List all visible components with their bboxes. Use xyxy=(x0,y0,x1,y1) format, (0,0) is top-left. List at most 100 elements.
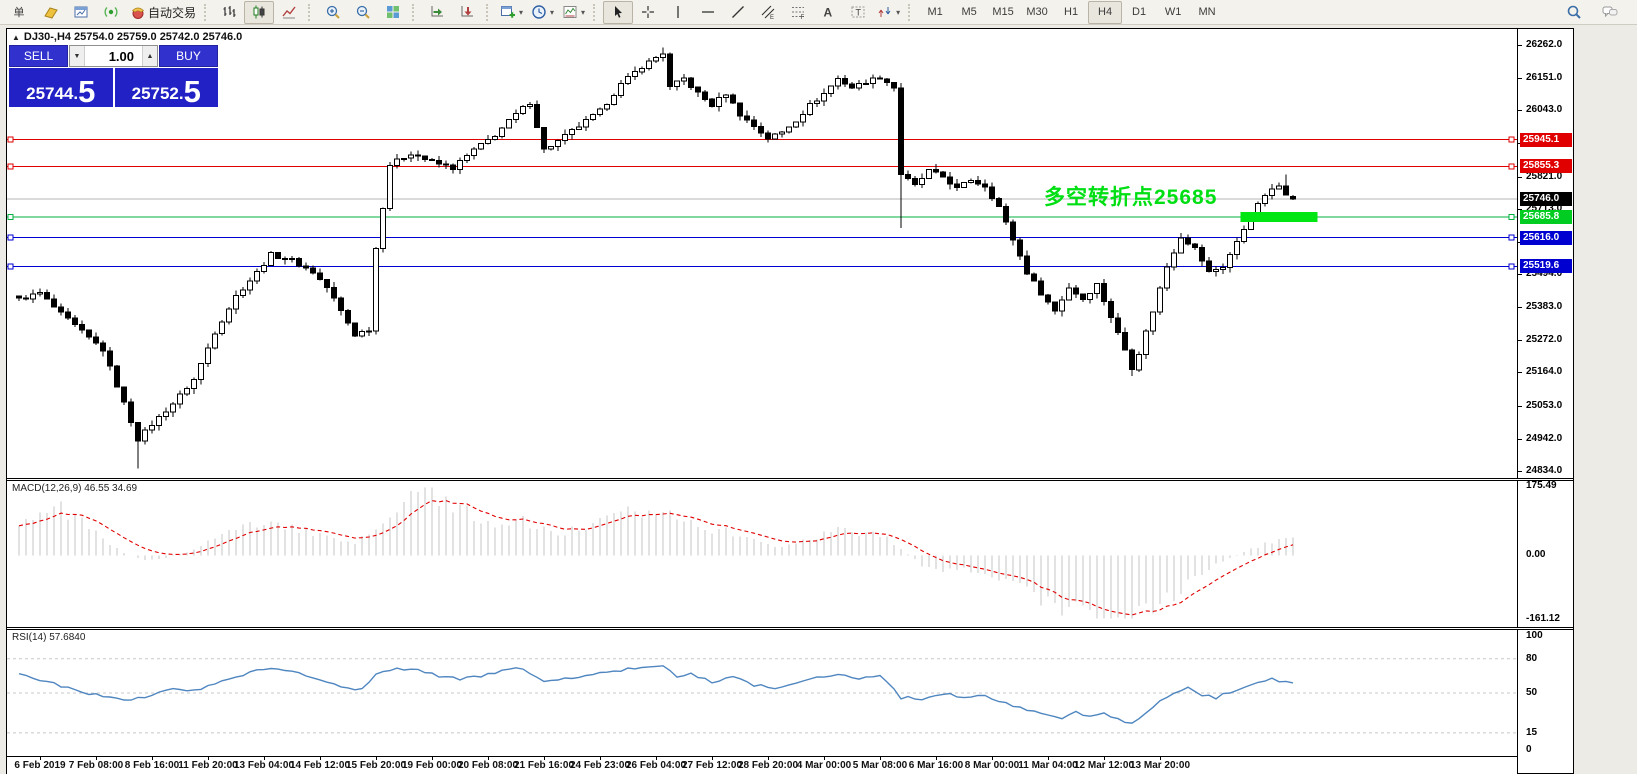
sell-button[interactable]: SELL xyxy=(9,45,68,67)
chart-shift-button[interactable] xyxy=(452,1,482,24)
timeframe-h1[interactable]: H1 xyxy=(1054,1,1088,24)
line-chart-button[interactable] xyxy=(274,1,304,24)
zoom-in-button[interactable] xyxy=(318,1,348,24)
search-button[interactable] xyxy=(1559,1,1589,24)
time-label: 8 Feb 16:00 xyxy=(124,760,180,771)
price-axis[interactable]: 26262.026151.026043.025932.025821.025713… xyxy=(1517,29,1573,773)
price-badge-support[interactable]: 25616.0 xyxy=(1520,230,1572,245)
mql5-book-button[interactable] xyxy=(36,1,66,24)
candlestick-button[interactable] xyxy=(244,0,275,24)
dropdown-arrow-icon[interactable]: ▾ xyxy=(519,7,524,17)
bar-chart-button[interactable] xyxy=(214,1,244,24)
time-tick xyxy=(320,757,321,760)
price-badge-current-price[interactable]: 25746.0 xyxy=(1520,191,1572,206)
fibonacci-button[interactable]: F xyxy=(783,1,813,24)
candles[interactable] xyxy=(16,47,1296,469)
horizontal-line-button[interactable] xyxy=(693,1,723,24)
periods-dropdown[interactable]: ▾ xyxy=(527,1,558,24)
price-tick-label: 25272.0 xyxy=(1526,334,1563,346)
vline-icon xyxy=(670,4,686,20)
pivot-zone-rect[interactable] xyxy=(1240,212,1318,222)
line-handle[interactable] xyxy=(1508,234,1515,241)
timeframe-m1[interactable]: M1 xyxy=(918,1,952,24)
text-label-button[interactable]: T xyxy=(843,1,873,24)
rsi-label: RSI(14) 57.6840 xyxy=(12,632,86,643)
line-handle[interactable] xyxy=(1508,136,1515,143)
time-axis[interactable]: 6 Feb 2019 7 Feb 08:00 8 Feb 16:00 11 Feb 2… xyxy=(7,756,1517,774)
equidistant-channel-button[interactable]: E xyxy=(753,1,783,24)
pane-divider[interactable] xyxy=(7,478,1573,481)
price-badge-resistance[interactable]: 25945.1 xyxy=(1520,132,1572,147)
price-tick xyxy=(1518,209,1522,210)
line-handle[interactable] xyxy=(7,163,14,170)
volume-input[interactable] xyxy=(85,46,142,66)
crosshair-button[interactable] xyxy=(633,1,663,24)
tile-windows-button[interactable] xyxy=(378,1,408,24)
dropdown-arrow-icon[interactable]: ▾ xyxy=(896,7,901,17)
arrows-dropdown[interactable]: ▾ xyxy=(873,1,904,24)
line-handle[interactable] xyxy=(1508,213,1515,220)
new-chart-dropdown[interactable]: ▾ xyxy=(496,1,527,24)
open-chart-window-button[interactable] xyxy=(66,1,96,24)
zoom-out-button[interactable] xyxy=(348,1,378,24)
svg-text:E: E xyxy=(770,15,774,20)
pane-divider[interactable] xyxy=(7,627,1573,630)
autotrade-icon xyxy=(130,4,146,20)
line-handle[interactable] xyxy=(7,263,14,270)
sell-price[interactable]: 25744. 5 xyxy=(9,68,113,107)
buy-button[interactable]: BUY xyxy=(159,45,218,67)
dropdown-arrow-icon[interactable]: ▾ xyxy=(581,7,586,17)
svg-text:F: F xyxy=(801,15,805,20)
rsi-scale-label: 100 xyxy=(1526,630,1543,641)
trendline-button[interactable] xyxy=(723,1,753,24)
collapse-panel-icon[interactable]: ▲ xyxy=(12,33,20,42)
timeframe-h4[interactable]: H4 xyxy=(1088,0,1123,24)
price-badge-support[interactable]: 25519.6 xyxy=(1520,259,1572,274)
text-button[interactable]: A xyxy=(813,1,843,24)
timeframe-w1[interactable]: W1 xyxy=(1156,1,1190,24)
toolbar-right-icons xyxy=(1559,1,1635,24)
time-tick xyxy=(768,757,769,760)
rsi-pane[interactable] xyxy=(7,630,1517,756)
volume-decrease-button[interactable]: ▼ xyxy=(70,46,85,66)
chat-button[interactable] xyxy=(1595,1,1625,24)
pivot-annotation-text[interactable]: 多空转折点25685 xyxy=(1044,186,1218,209)
signals-button[interactable] xyxy=(96,1,126,24)
price-badge-pivot[interactable]: 25685.8 xyxy=(1520,209,1572,224)
templates-dropdown[interactable]: ▾ xyxy=(558,1,589,24)
autotrading-button[interactable]: 自动交易 xyxy=(126,1,200,24)
template-icon xyxy=(562,4,578,20)
vertical-line-button[interactable] xyxy=(663,1,693,24)
line-handle[interactable] xyxy=(7,234,14,241)
macd-pane[interactable] xyxy=(7,481,1517,627)
dropdown-arrow-icon[interactable]: ▾ xyxy=(550,7,555,17)
new-order-button[interactable]: 单 xyxy=(2,1,36,24)
hline-icon xyxy=(700,4,716,20)
line-handle[interactable] xyxy=(7,136,14,143)
price-pane[interactable] xyxy=(7,29,1517,478)
volume-increase-button[interactable]: ▲ xyxy=(142,46,157,66)
chart-window: 6 Feb 2019 7 Feb 08:00 8 Feb 16:00 11 Feb 2… xyxy=(6,28,1574,774)
sell-price-main: 25744 xyxy=(26,84,74,104)
line-handle[interactable] xyxy=(1508,263,1515,270)
timeframe-m5[interactable]: M5 xyxy=(952,1,986,24)
timeframe-m15[interactable]: M15 xyxy=(986,1,1020,24)
time-label: 26 Feb 04:00 xyxy=(625,760,687,771)
toolbar: 单 自动交易 ▾ ▾ ▾ E F A T ▾ M1 M5 M15 M30 H1 H4 D1 W1 MN xyxy=(0,0,1637,25)
chat-icon xyxy=(1602,4,1618,20)
price-tick-label: 25821.0 xyxy=(1526,170,1563,182)
macd-scale-label: 0.00 xyxy=(1526,549,1546,561)
timeframe-d1[interactable]: D1 xyxy=(1122,1,1156,24)
price-badge-resistance[interactable]: 25855.3 xyxy=(1520,159,1572,174)
line-handle[interactable] xyxy=(7,213,14,220)
price-tick-label: 26262.0 xyxy=(1526,39,1563,51)
search-icon xyxy=(1566,4,1582,20)
timeframe-m30[interactable]: M30 xyxy=(1020,1,1054,24)
macd-scale-label: 175.49 xyxy=(1526,479,1557,491)
line-handle[interactable] xyxy=(1508,163,1515,170)
timeframe-mn[interactable]: MN xyxy=(1190,1,1224,24)
price-tick xyxy=(1518,45,1522,46)
cursor-button[interactable] xyxy=(603,0,634,24)
auto-scroll-button[interactable] xyxy=(422,1,452,24)
buy-price[interactable]: 25752. 5 xyxy=(114,68,218,107)
